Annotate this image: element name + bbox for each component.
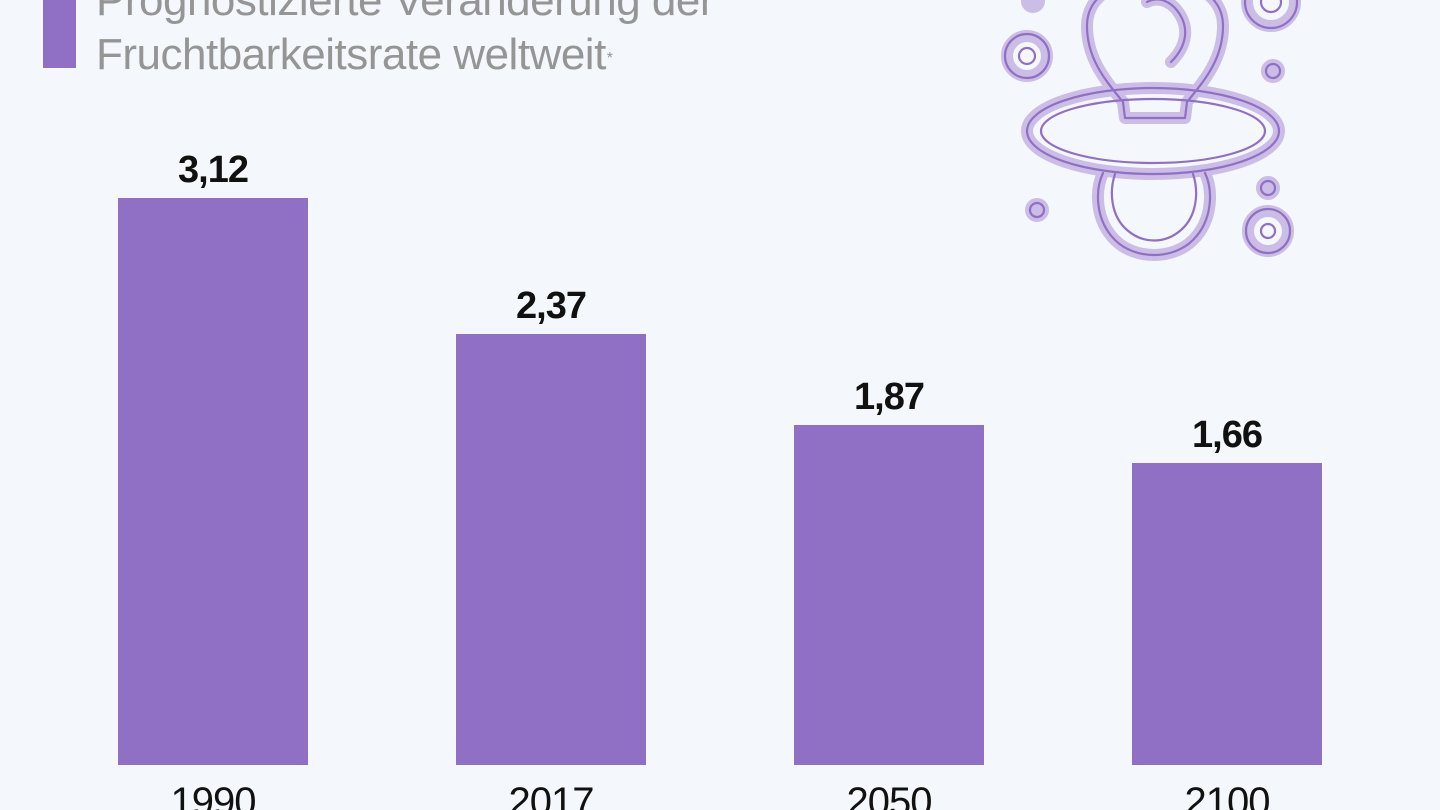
pacifier-icon: [995, 0, 1315, 270]
title-line-2: Fruchtbarkeitsrate weltweit*: [96, 28, 714, 82]
footnote-mark: *: [606, 50, 613, 67]
value-label: 1,87: [854, 376, 925, 418]
category-label: 2050: [846, 780, 933, 810]
title-line-1: Prognostizierte Veränderung der: [96, 0, 715, 25]
category-label: 2100: [1184, 780, 1271, 810]
category-label: 1990: [170, 780, 257, 810]
value-label: 1,66: [1192, 414, 1263, 456]
category-label: 2017: [508, 780, 595, 810]
value-label: 2,37: [516, 285, 587, 327]
title-accent-bar: [43, 0, 76, 68]
bar-1990: [118, 198, 308, 765]
chart-title: Prognostizierte Veränderung der Fruchtba…: [96, 0, 715, 82]
value-label: 3,12: [178, 149, 249, 191]
title-line-2-text: Fruchtbarkeitsrate weltweit: [96, 30, 606, 79]
bar-2017: [456, 334, 646, 765]
bar-2100: [1132, 463, 1322, 765]
bar-2050: [794, 425, 984, 765]
